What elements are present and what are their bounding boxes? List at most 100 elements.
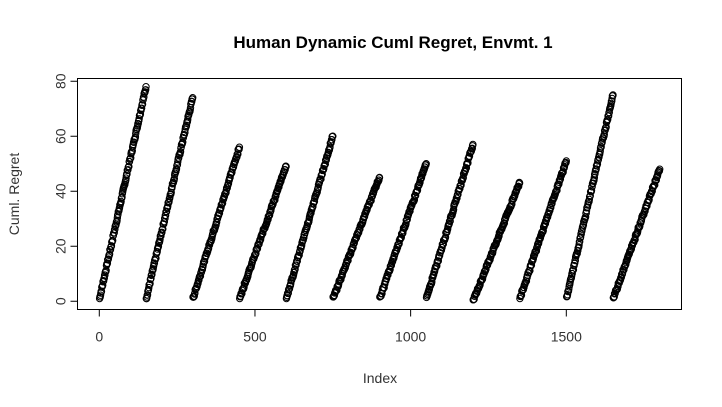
- x-tick-label: 0: [95, 329, 103, 345]
- x-tick-label: 1000: [395, 329, 426, 345]
- data-point: [575, 237, 584, 246]
- y-axis-label: Cuml. Regret: [6, 153, 22, 236]
- data-point: [309, 203, 317, 211]
- data-point: [135, 115, 143, 123]
- data-point: [300, 234, 308, 242]
- data-point: [399, 229, 407, 237]
- data-point: [568, 269, 576, 278]
- data-point: [393, 243, 402, 252]
- data-point: [593, 160, 602, 168]
- data-point: [611, 289, 619, 298]
- data-point: [148, 270, 156, 279]
- data-point: [101, 271, 109, 279]
- data-point: [317, 175, 325, 183]
- data-point: [176, 148, 185, 156]
- data-point: [563, 290, 572, 299]
- data-point: [118, 193, 126, 201]
- data-point: [433, 262, 441, 270]
- data-point: [596, 147, 604, 155]
- data-point: [597, 143, 605, 151]
- data-point: [111, 225, 119, 233]
- data-point: [159, 225, 167, 233]
- y-tick-label: 0: [53, 297, 69, 305]
- data-point: [173, 161, 182, 169]
- data-point: [422, 160, 430, 168]
- data-point: [333, 286, 341, 294]
- data-point: [329, 132, 337, 140]
- x-tick-label: 1500: [551, 329, 582, 345]
- data-point: [235, 143, 244, 151]
- data-point: [296, 247, 304, 255]
- data-point: [147, 274, 155, 282]
- data-point: [161, 211, 170, 220]
- data-point: [587, 186, 596, 195]
- data-point: [411, 191, 420, 200]
- data-point: [375, 173, 384, 182]
- x-axis-label: Index: [363, 370, 397, 386]
- data-point: [577, 230, 585, 238]
- data-point: [189, 94, 197, 102]
- data-point: [571, 256, 580, 265]
- data-point: [146, 280, 154, 288]
- data-point: [125, 162, 133, 171]
- data-point: [138, 100, 147, 108]
- data-point: [162, 207, 171, 216]
- data-point: [158, 228, 166, 236]
- data-point: [142, 83, 150, 91]
- data-point: [125, 157, 134, 166]
- data-point: [191, 289, 199, 297]
- data-point: [367, 196, 375, 205]
- data-point: [438, 243, 446, 252]
- data-point: [434, 257, 443, 265]
- data-point: [252, 249, 260, 257]
- data-point: [643, 202, 651, 210]
- data-point: [526, 266, 534, 275]
- data-point: [172, 165, 181, 173]
- y-axis: 0 20 40 60 80: [53, 73, 78, 305]
- data-point: [482, 265, 490, 273]
- data-point: [105, 250, 114, 258]
- y-tick-label: 80: [53, 73, 69, 89]
- data-point: [164, 202, 172, 210]
- data-point: [145, 283, 153, 292]
- data-point: [514, 182, 523, 191]
- data-point: [134, 120, 142, 128]
- data-point: [462, 164, 471, 172]
- data-point: [515, 179, 524, 187]
- data-point: [318, 170, 326, 178]
- y-tick-label: 40: [53, 183, 69, 199]
- data-point: [295, 251, 303, 259]
- data-point: [585, 195, 594, 204]
- data-point: [137, 104, 146, 112]
- data-point: [469, 140, 477, 149]
- data-point: [140, 93, 148, 101]
- data-point: [165, 197, 173, 206]
- data-point: [153, 248, 161, 256]
- data-point: [410, 196, 419, 204]
- data-point: [328, 136, 336, 144]
- data-point: [253, 245, 262, 253]
- data-point: [285, 285, 294, 293]
- data-point: [326, 143, 334, 151]
- data-point: [656, 165, 664, 173]
- data-point: [314, 183, 322, 192]
- data-point: [107, 242, 116, 250]
- data-point: [604, 115, 612, 124]
- data-point: [132, 129, 140, 138]
- data-point: [106, 246, 115, 254]
- data-point: [582, 206, 591, 215]
- y-tick-label: 20: [53, 238, 69, 254]
- data-point: [228, 168, 236, 176]
- data-point: [150, 259, 159, 267]
- data-point: [117, 197, 125, 206]
- data-point: [443, 225, 452, 233]
- data-point: [641, 207, 649, 215]
- data-point: [234, 150, 242, 158]
- data-point: [141, 86, 150, 94]
- data-point: [170, 174, 179, 183]
- data-point: [397, 233, 405, 242]
- data-point: [222, 189, 230, 197]
- data-point: [620, 266, 628, 274]
- data-point: [592, 165, 600, 173]
- data-point: [403, 216, 411, 224]
